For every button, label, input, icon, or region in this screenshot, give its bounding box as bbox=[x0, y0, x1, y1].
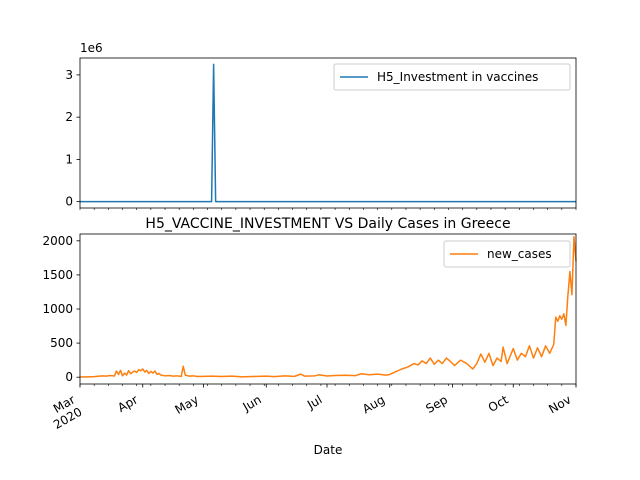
bottom-axes-y-ticks: 0 500 1000 1500 2000 bbox=[42, 234, 80, 384]
x-axis-label: Date bbox=[314, 443, 343, 457]
bottom-axes-title: H5_VACCINE_INVESTMENT VS Daily Cases in … bbox=[145, 216, 510, 232]
series-line-new-cases bbox=[79, 235, 577, 378]
y-tick-label: 2000 bbox=[42, 234, 73, 248]
y-tick-label: 3 bbox=[65, 68, 73, 82]
legend-label-new-cases: new_cases bbox=[487, 247, 552, 261]
legend-box bbox=[443, 240, 571, 268]
y-tick-label: 2 bbox=[65, 110, 73, 124]
top-axes-y-ticks: 0 1 2 3 bbox=[65, 68, 80, 209]
series-line-h5-investment-in-vaccines bbox=[80, 63, 576, 203]
y-tick-label: 0 bbox=[65, 370, 73, 384]
y-tick-label: 1500 bbox=[42, 268, 73, 282]
top-axes: 1e6 0 1 2 3 H5_Investment in vaccines bbox=[65, 41, 577, 210]
y-tick-label: 1000 bbox=[42, 302, 73, 316]
top-axes-series bbox=[80, 63, 576, 203]
top-axes-legend: H5_Investment in vaccines bbox=[333, 63, 571, 91]
bottom-axes-legend: new_cases bbox=[443, 240, 571, 268]
bottom-axes: H5_VACCINE_INVESTMENT VS Daily Cases in … bbox=[42, 216, 577, 457]
top-axes-scale-label: 1e6 bbox=[80, 41, 103, 55]
bottom-axes-series bbox=[79, 235, 577, 378]
x-tick-label: Jul bbox=[304, 392, 324, 412]
bottom-axes-frame bbox=[79, 233, 577, 385]
legend-label-investment: H5_Investment in vaccines bbox=[377, 70, 538, 84]
y-tick-label: 500 bbox=[50, 336, 73, 350]
y-tick-label: 1 bbox=[65, 152, 73, 166]
top-axes-frame bbox=[79, 57, 577, 209]
legend-box bbox=[333, 63, 571, 91]
y-tick-label: 0 bbox=[65, 195, 73, 209]
